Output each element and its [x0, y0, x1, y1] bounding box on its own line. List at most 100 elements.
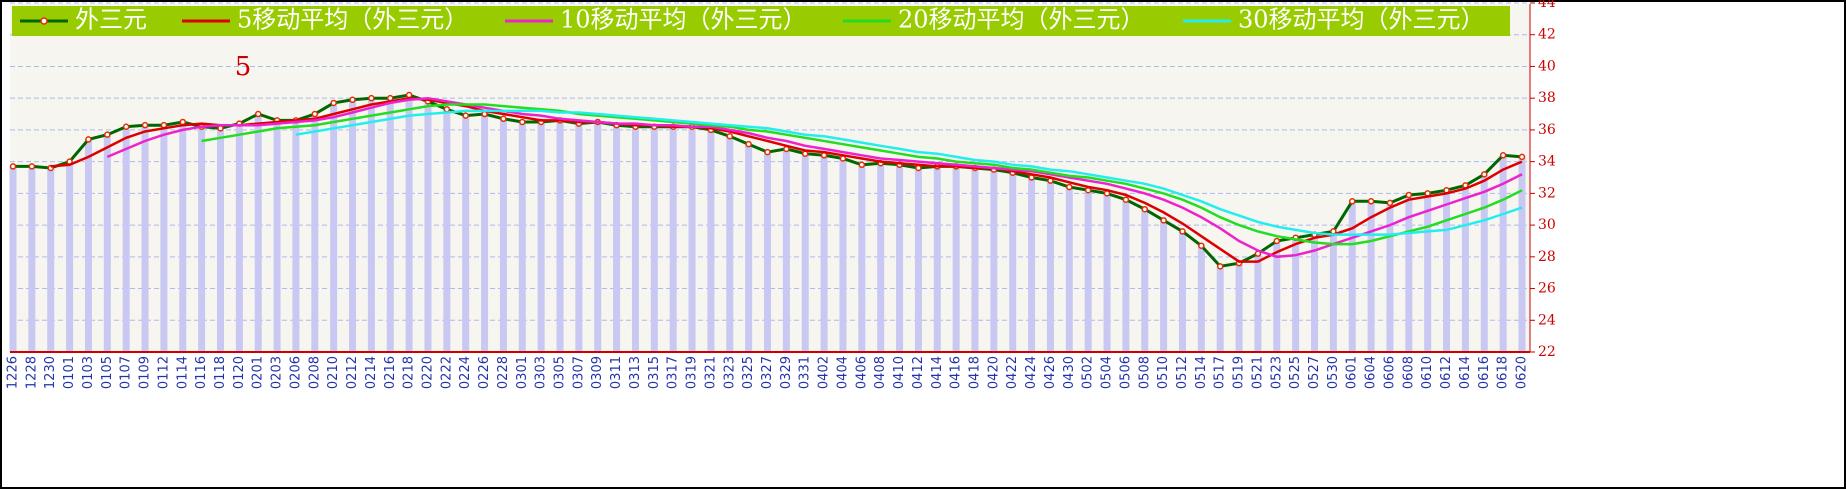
x-tick-label: 0212 [345, 356, 360, 389]
series-line [295, 109, 1523, 236]
bar [933, 166, 941, 352]
legend-label: 5移动平均（外三元） [237, 6, 468, 34]
bar [990, 169, 998, 352]
x-tick-label: 0101 [62, 356, 77, 389]
bar [349, 99, 357, 352]
y-tick-label: 38 [1538, 90, 1556, 106]
bar [1405, 194, 1413, 352]
x-tick-label: 0410 [892, 356, 907, 389]
series-line [106, 96, 1523, 259]
x-tick-label: 0220 [420, 356, 435, 389]
bar [1160, 220, 1168, 352]
legend-label: 20移动平均（外三元） [898, 6, 1145, 34]
bar [292, 120, 300, 353]
x-tick-label: 0519 [1232, 356, 1247, 389]
bar [47, 167, 55, 352]
bar [1292, 237, 1300, 352]
point-marker [1386, 199, 1394, 207]
bar [1518, 156, 1526, 352]
bar [367, 98, 375, 352]
bar [1386, 202, 1394, 352]
bar [66, 161, 74, 352]
x-tick-label: 0118 [213, 356, 228, 389]
x-tick-label: 0319 [685, 356, 700, 389]
bar [28, 166, 36, 352]
bar [235, 123, 243, 353]
bar [405, 95, 413, 352]
point-marker [462, 112, 469, 119]
x-tick-label: 0408 [873, 356, 888, 389]
x-tick-label: 0606 [1382, 356, 1397, 389]
bar [1141, 209, 1149, 352]
bar [1122, 199, 1130, 352]
legend-label: 10移动平均（外三元） [560, 6, 807, 34]
point-marker [104, 131, 111, 138]
bar [1367, 201, 1375, 352]
bar [556, 120, 564, 353]
x-tick-label: 0107 [119, 356, 134, 389]
y-tick-label: 36 [1538, 122, 1556, 138]
point-marker [9, 163, 17, 170]
point-marker [1481, 171, 1488, 178]
bar [1461, 185, 1469, 352]
point-marker [311, 110, 319, 118]
bar [198, 126, 206, 353]
y-tick-label: 42 [1538, 27, 1556, 43]
y-tick-label: 32 [1538, 185, 1556, 201]
bar [914, 167, 922, 352]
bar [631, 126, 639, 353]
x-tick-label: 1230 [43, 356, 58, 389]
bar [1499, 155, 1507, 352]
bar [1197, 245, 1205, 352]
bar [9, 166, 17, 352]
legend-label: 30移动平均（外三元） [1238, 6, 1485, 34]
bar [782, 148, 790, 352]
bar [726, 136, 734, 352]
point-marker [141, 121, 149, 129]
point-marker [443, 106, 451, 113]
point-marker [368, 94, 375, 102]
bar [254, 114, 262, 352]
bar [1009, 172, 1017, 352]
x-tick-label: 0116 [194, 356, 209, 389]
x-tick-label: 0422 [1005, 356, 1020, 389]
point-marker [1273, 237, 1281, 245]
point-marker [1160, 217, 1167, 224]
bar [1084, 190, 1092, 352]
x-tick-label: 0402 [817, 356, 832, 389]
point-marker [1198, 242, 1205, 249]
bar [594, 121, 602, 353]
x-tick-label: 1228 [24, 356, 39, 389]
x-tick-label: 0331 [798, 356, 813, 389]
x-tick-label: 0523 [1269, 356, 1284, 389]
x-tick-label: 0206 [288, 356, 303, 389]
bar [462, 115, 470, 352]
x-tick-label: 0321 [703, 356, 718, 389]
x-tick-label: 0620 [1515, 356, 1530, 389]
bar [1065, 187, 1073, 352]
x-tick-label: 0424 [1024, 356, 1039, 389]
bar [1329, 231, 1337, 352]
x-tick-label: 0414 [930, 356, 945, 389]
x-tick-label: 0210 [326, 356, 341, 389]
x-tick-label: 0514 [1194, 356, 1209, 389]
x-tick-label: 0305 [553, 356, 568, 389]
point-marker [330, 99, 337, 107]
point-marker [254, 110, 262, 118]
y-tick-label: 28 [1538, 249, 1556, 265]
annotation: 5 [235, 52, 252, 82]
y-tick-label: 40 [1538, 58, 1556, 74]
x-tick-label: 0208 [307, 356, 322, 389]
point-marker [1348, 198, 1356, 205]
bar [1235, 263, 1243, 352]
x-tick-label: 0216 [383, 356, 398, 389]
x-tick-label: 0527 [1307, 356, 1322, 389]
x-tick-label: 0327 [760, 356, 775, 389]
x-tick-label: 0317 [666, 356, 681, 389]
point-marker [1518, 153, 1526, 161]
bar [707, 129, 715, 352]
x-tick-label: 0214 [364, 356, 379, 389]
bar [839, 158, 847, 352]
x-tick-label: 0307 [571, 356, 586, 389]
